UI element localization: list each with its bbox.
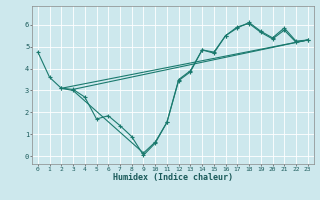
- X-axis label: Humidex (Indice chaleur): Humidex (Indice chaleur): [113, 173, 233, 182]
